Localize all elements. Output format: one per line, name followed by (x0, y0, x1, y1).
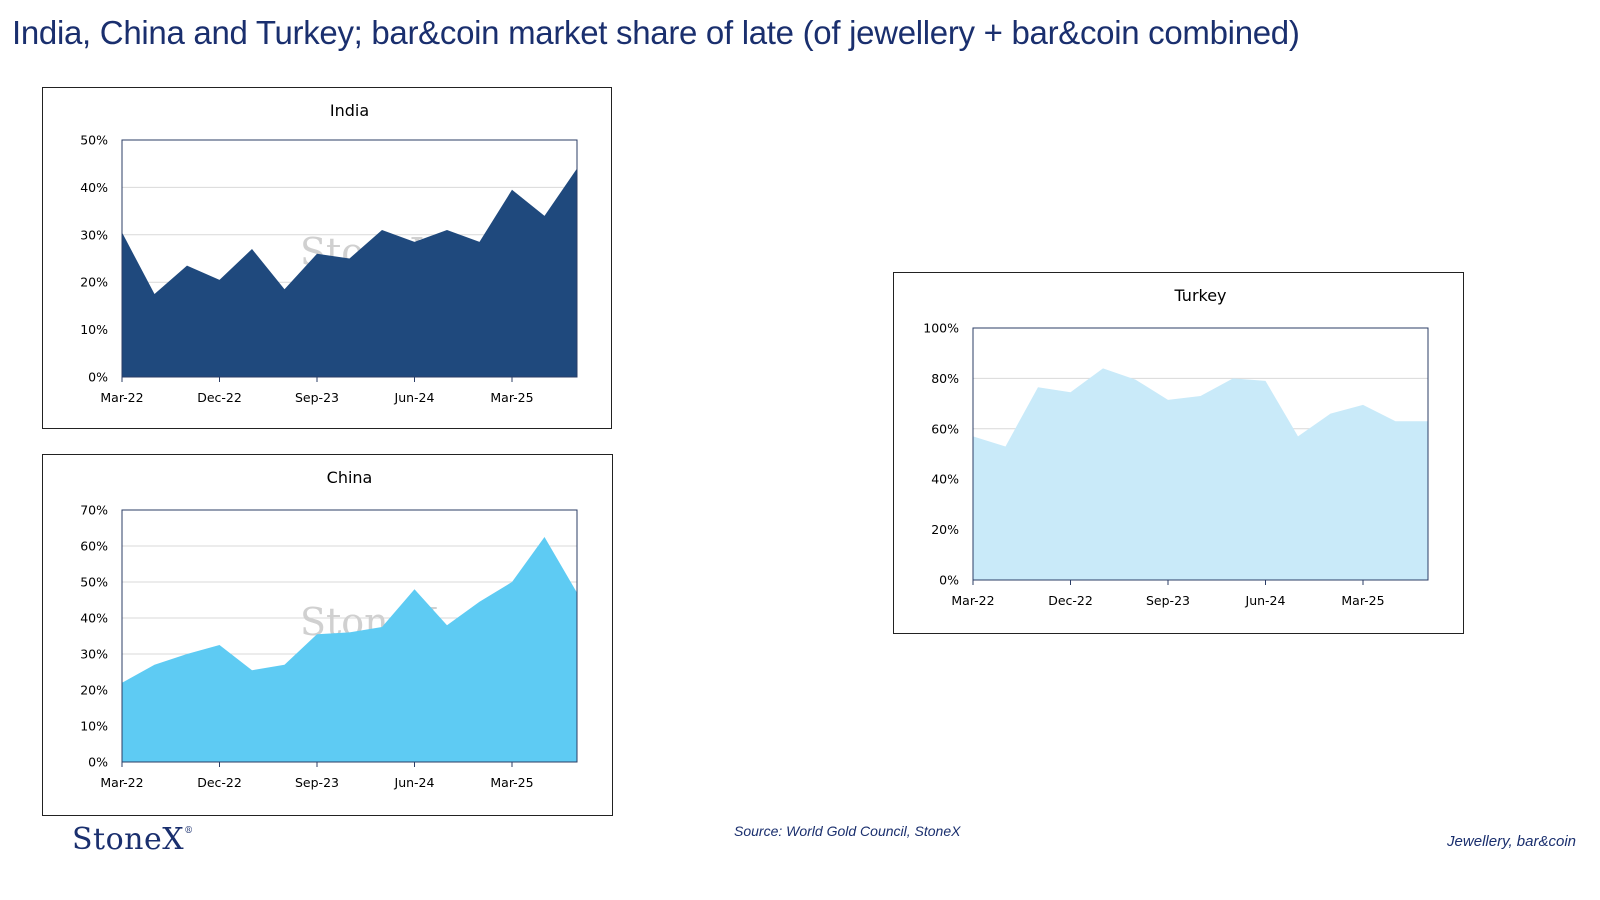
china-y-tick-label: 70% (80, 503, 108, 518)
india-area-series (122, 168, 577, 377)
turkey-x-tick-label: Dec-22 (1048, 593, 1093, 608)
turkey-chart-title: Turkey (1173, 286, 1226, 305)
turkey-y-tick-label: 40% (931, 472, 959, 487)
china-x-tick-label: Jun-24 (394, 775, 435, 790)
china-y-tick-label: 0% (88, 755, 108, 770)
india-y-tick-label: 50% (80, 133, 108, 148)
india-x-tick-label: Jun-24 (394, 390, 435, 405)
india-x-tick-label: Dec-22 (197, 390, 242, 405)
china-chart-title: China (327, 468, 373, 487)
china-x-tick-label: Dec-22 (197, 775, 242, 790)
turkey-x-tick-label: Jun-24 (1245, 593, 1286, 608)
turkey-y-tick-label: 60% (931, 421, 959, 436)
china-x-tick-label: Sep-23 (295, 775, 339, 790)
china-y-tick-label: 50% (80, 575, 108, 590)
china-chart: China 0% 10% 20% 30% 40% 50% 60% 70% StoneX Mar-22… (42, 454, 613, 816)
china-area-series (122, 537, 577, 762)
india-x-tick-label: Mar-22 (100, 390, 143, 405)
china-y-tick-label: 40% (80, 611, 108, 626)
india-y-tick-label: 10% (80, 322, 108, 337)
turkey-y-tick-label: 100% (923, 321, 959, 336)
page-title: India, China and Turkey; bar&coin market… (12, 14, 1300, 51)
turkey-x-tick-label: Mar-22 (951, 593, 994, 608)
turkey-chart: Turkey 0% 20% 40% 60% 80% 100% Mar-22 Dec-22 Sep-… (893, 272, 1464, 634)
india-y-tick-label: 0% (88, 370, 108, 385)
india-y-tick-label: 40% (80, 180, 108, 195)
china-y-tick-label: 30% (80, 647, 108, 662)
india-x-tick-label: Mar-25 (490, 390, 533, 405)
india-plot-border (121, 139, 578, 378)
india-y-tick-label: 20% (80, 275, 108, 290)
section-label: Jewellery, bar&coin (1447, 833, 1576, 850)
turkey-area-series (973, 368, 1428, 580)
india-y-tick-label: 30% (80, 227, 108, 242)
stonex-logo: StoneX® (72, 822, 194, 857)
china-y-tick-label: 60% (80, 539, 108, 554)
source-note: Source: World Gold Council, StoneX (734, 823, 961, 839)
turkey-x-tick-label: Sep-23 (1146, 593, 1190, 608)
china-x-tick-label: Mar-22 (100, 775, 143, 790)
india-chart: India0%10%20%30%40%50%StoneXMar-22Dec-22… (42, 87, 612, 429)
india-chart-svg: India0%10%20%30%40%50%StoneXMar-22Dec-22… (80, 101, 578, 405)
turkey-y-tick-label: 0% (939, 573, 959, 588)
china-y-tick-label: 20% (80, 683, 108, 698)
turkey-x-tick-label: Mar-25 (1341, 593, 1384, 608)
china-y-tick-label: 10% (80, 719, 108, 734)
china-plot-border (121, 509, 578, 763)
india-chart-title: India (330, 101, 369, 120)
india-x-tick-label: Sep-23 (295, 390, 339, 405)
turkey-plot-border (972, 327, 1429, 581)
turkey-y-tick-label: 80% (931, 371, 959, 386)
turkey-chart-svg: Turkey 0% 20% 40% 60% 80% 100% Mar-22 Dec-22 Sep-… (923, 286, 1429, 608)
china-chart-svg: China0%10%20%30%40%50%60%70%StoneXMar-22… (80, 468, 578, 790)
china-x-tick-label: Mar-25 (490, 775, 533, 790)
turkey-y-tick-label: 20% (931, 522, 959, 537)
